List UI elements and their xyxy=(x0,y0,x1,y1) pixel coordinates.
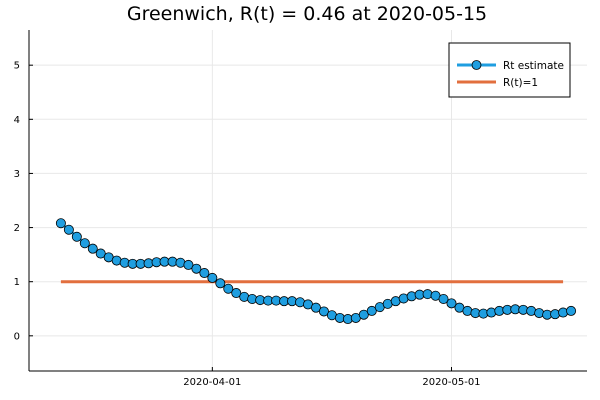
rt-estimate-point xyxy=(406,291,417,302)
y-tick-label: 3 xyxy=(14,169,20,180)
rt-estimate-point xyxy=(550,309,561,320)
rt-estimate-point xyxy=(438,294,449,305)
legend-label-rt: Rt estimate xyxy=(503,60,564,72)
rt-estimate-point xyxy=(558,307,569,318)
rt-estimate-point xyxy=(310,302,321,313)
y-tick-label: 1 xyxy=(14,277,20,288)
rt-estimate-point xyxy=(358,309,369,320)
rt-estimate-point xyxy=(566,305,577,316)
rt-estimate-point xyxy=(318,306,329,317)
rt-estimate-point xyxy=(486,307,497,318)
legend-rt-marker xyxy=(471,60,482,70)
rt-estimate-point xyxy=(223,283,234,294)
rt-estimate-point xyxy=(207,272,218,283)
rt-estimate-point xyxy=(366,305,377,316)
rt-estimate-point xyxy=(534,308,545,319)
rt-estimate-point xyxy=(183,259,194,270)
rt-estimate-point xyxy=(422,289,433,300)
rt-estimate-point xyxy=(79,238,90,249)
rt-estimate-point xyxy=(55,218,66,229)
legend-label-ref: R(t)=1 xyxy=(503,77,538,89)
rt-estimate-point xyxy=(215,278,226,289)
rt-estimate-point xyxy=(199,268,210,279)
y-tick-label: 0 xyxy=(14,331,20,342)
rt-estimate-point xyxy=(95,248,106,259)
axes: 0 1 2 3 4 5 2020-04-01 2020-05-01 xyxy=(14,30,587,388)
x-tick-label: 2020-05-01 xyxy=(422,377,480,388)
legend-box xyxy=(448,42,571,98)
rt-estimate-series xyxy=(55,218,577,325)
y-tick-label: 2 xyxy=(14,223,20,234)
rt-estimate-point xyxy=(87,243,98,254)
rt-estimate-point xyxy=(63,224,74,235)
y-tick-label: 4 xyxy=(14,115,20,126)
y-tick-label: 5 xyxy=(14,61,20,72)
chart-title: Greenwich, R(t) = 0.46 at 2020-05-15 xyxy=(127,3,487,25)
rt-estimate-point xyxy=(191,263,202,274)
x-tick-label: 2020-04-01 xyxy=(183,377,241,388)
rt-estimate-point xyxy=(446,298,457,309)
legend: Rt estimate R(t)=1 xyxy=(448,42,571,98)
rt-estimate-point xyxy=(71,231,82,242)
rt-estimate-point xyxy=(231,288,242,299)
